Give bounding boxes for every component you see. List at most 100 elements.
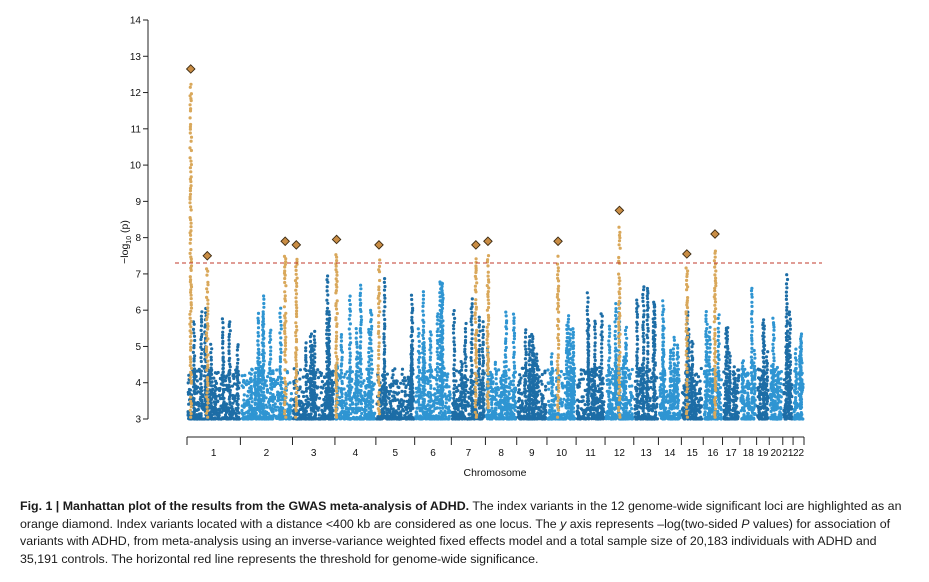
snp-point: [477, 347, 481, 351]
snp-point: [249, 387, 253, 391]
snp-point: [391, 373, 395, 377]
snp-point: [527, 403, 531, 407]
snp-point: [331, 409, 335, 413]
snp-point: [438, 322, 442, 326]
snp-point: [367, 330, 371, 334]
snp-point: [345, 406, 349, 410]
snp-point: [400, 367, 405, 371]
snp-point: [313, 412, 317, 416]
snp-point: [464, 321, 468, 326]
snp-point: [309, 383, 313, 388]
snp-point: [216, 413, 220, 417]
snp-point: [598, 412, 603, 416]
snp-point: [512, 403, 516, 407]
snp-point: [591, 384, 595, 388]
snp-point: [246, 389, 250, 393]
snp-point: [462, 403, 466, 407]
snp-point: [527, 343, 532, 347]
snp-point: [331, 373, 335, 377]
snp-point: [278, 311, 282, 315]
snp-point: [594, 414, 599, 418]
snp-point: [550, 403, 554, 407]
snp-point: [312, 391, 316, 395]
snp-point: [186, 381, 190, 385]
snp-point: [367, 377, 371, 381]
snp-point: [348, 336, 352, 340]
snp-point: [565, 331, 569, 335]
snp-point: [227, 322, 231, 327]
snp-point: [221, 397, 225, 401]
snp-point: [462, 376, 466, 380]
snp-point: [330, 396, 334, 400]
snp-point: [428, 343, 433, 347]
snp-point: [532, 394, 536, 398]
snp-point: [268, 415, 272, 419]
snp-point: [421, 304, 425, 308]
snp-point: [187, 387, 191, 392]
snp-point: [459, 360, 463, 364]
snp-point: [451, 312, 455, 316]
snp-point: [447, 405, 451, 409]
snp-point: [367, 355, 371, 359]
snp-point: [268, 399, 272, 403]
snp-point: [304, 368, 308, 373]
snp-point: [199, 374, 203, 378]
snp-point: [587, 413, 591, 417]
snp-point: [478, 329, 482, 333]
snp-point: [481, 369, 485, 373]
snp-point: [301, 412, 305, 416]
snp-point: [228, 385, 232, 389]
snp-point: [242, 398, 246, 402]
snp-point: [226, 417, 230, 421]
snp-point: [373, 411, 377, 415]
snp-point: [188, 391, 192, 396]
snp-point: [273, 405, 277, 409]
snp-point: [320, 417, 324, 421]
snp-point: [278, 375, 282, 379]
snp-point: [221, 326, 225, 330]
snp-point: [445, 374, 449, 378]
snp-point: [482, 392, 486, 396]
snp-point: [507, 376, 511, 380]
snp-point: [200, 310, 204, 314]
snp-point: [438, 370, 443, 374]
snp-point: [221, 351, 225, 355]
snp-point: [416, 406, 420, 410]
snp-point: [209, 404, 213, 408]
snp-point: [258, 414, 262, 418]
snp-point: [199, 412, 203, 416]
snp-point: [410, 361, 414, 365]
snp-point: [571, 327, 575, 331]
snp-point: [481, 406, 485, 410]
snp-point: [477, 360, 481, 364]
snp-point: [439, 313, 443, 317]
snp-point: [246, 416, 250, 420]
snp-point: [593, 355, 597, 359]
snp-point: [600, 342, 604, 346]
snp-point: [383, 364, 387, 368]
snp-point: [317, 406, 321, 410]
snp-point: [359, 406, 364, 410]
snp-point: [193, 377, 197, 381]
snp-point: [312, 334, 316, 338]
snp-point: [233, 417, 238, 421]
snp-point: [365, 417, 369, 421]
snp-point: [389, 404, 393, 408]
snp-point: [480, 372, 484, 376]
snp-point: [453, 383, 457, 387]
snp-point: [325, 349, 329, 353]
snp-point: [565, 366, 569, 371]
snp-point: [348, 351, 352, 355]
snp-point: [200, 320, 204, 324]
snp-point: [464, 368, 468, 372]
snp-point: [543, 417, 547, 421]
snp-point: [504, 325, 508, 329]
snp-point: [279, 306, 283, 310]
snp-point: [504, 332, 509, 336]
snp-point: [387, 409, 391, 413]
snp-point: [507, 368, 511, 372]
chromosome-5-points: [375, 277, 416, 421]
snp-point: [477, 319, 481, 323]
snp-point: [417, 344, 421, 348]
snp-point: [339, 343, 343, 347]
